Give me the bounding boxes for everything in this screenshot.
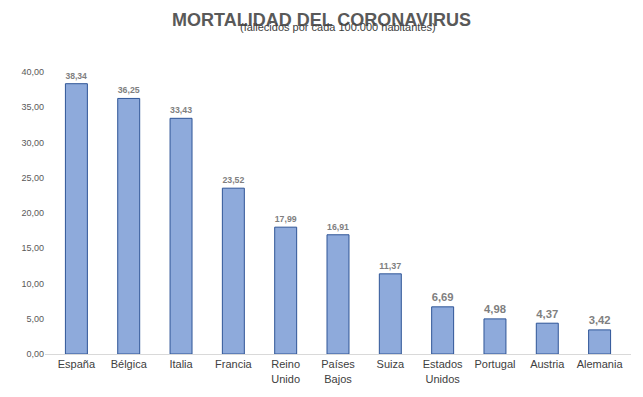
svg-text:10,00: 10,00 xyxy=(21,279,44,289)
svg-text:4,37: 4,37 xyxy=(536,308,558,320)
svg-text:Bélgica: Bélgica xyxy=(111,358,148,370)
svg-text:36,25: 36,25 xyxy=(118,85,140,95)
svg-text:Alemania: Alemania xyxy=(577,358,624,370)
svg-text:Austria: Austria xyxy=(530,358,565,370)
svg-text:33,43: 33,43 xyxy=(170,105,192,115)
svg-text:0,00: 0,00 xyxy=(26,349,44,359)
svg-text:23,52: 23,52 xyxy=(222,175,244,185)
svg-text:4,98: 4,98 xyxy=(484,303,506,315)
svg-text:40,00: 40,00 xyxy=(21,67,44,77)
svg-text:ReinoUnido: ReinoUnido xyxy=(271,358,300,384)
svg-text:MORTALIDAD DEL CORONAVIRUS: MORTALIDAD DEL CORONAVIRUS xyxy=(172,10,471,30)
svg-text:Italia: Italia xyxy=(169,358,193,370)
svg-text:20,00: 20,00 xyxy=(21,208,44,218)
svg-text:35,00: 35,00 xyxy=(21,102,44,112)
svg-text:5,00: 5,00 xyxy=(26,314,44,324)
svg-text:16,91: 16,91 xyxy=(327,222,349,232)
svg-text:38,34: 38,34 xyxy=(65,71,87,81)
svg-text:Portugal: Portugal xyxy=(474,358,515,370)
svg-text:17,99: 17,99 xyxy=(275,214,297,224)
svg-text:PaísesBajos: PaísesBajos xyxy=(321,358,355,384)
svg-text:6,69: 6,69 xyxy=(432,291,454,303)
svg-text:11,37: 11,37 xyxy=(379,261,401,271)
svg-text:25,00: 25,00 xyxy=(21,173,44,183)
svg-text:Francia: Francia xyxy=(215,358,253,370)
svg-text:EstadosUnidos: EstadosUnidos xyxy=(423,358,463,384)
svg-text:30,00: 30,00 xyxy=(21,138,44,148)
svg-text:Suiza: Suiza xyxy=(377,358,405,370)
svg-text:(fallecidos por cada 100.000 h: (fallecidos por cada 100.000 habitantes) xyxy=(240,21,436,33)
svg-text:15,00: 15,00 xyxy=(21,243,44,253)
svg-text:3,42: 3,42 xyxy=(589,314,611,326)
svg-text:España: España xyxy=(58,358,96,370)
